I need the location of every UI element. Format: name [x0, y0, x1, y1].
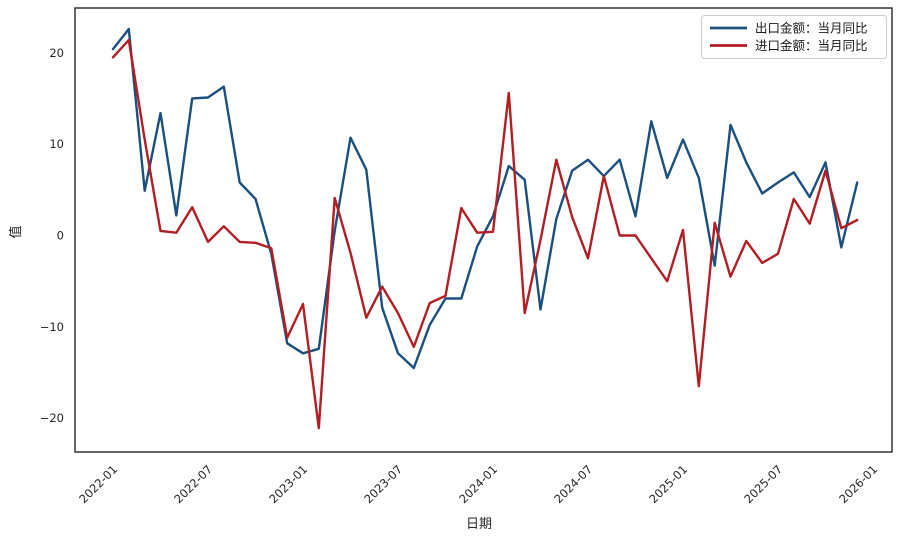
- y-tick-label: 0: [57, 228, 64, 242]
- y-tick-label: 10: [49, 137, 64, 151]
- plot-frame: [74, 7, 893, 453]
- x-axis-label: 日期: [466, 517, 492, 532]
- legend-box: [701, 15, 887, 59]
- legend-label-1: 进口金额：当月同比: [755, 38, 868, 53]
- x-tick-label: 2025-01: [646, 462, 690, 506]
- y-tick-label: −10: [40, 320, 64, 334]
- x-tick-label: 2022-07: [171, 462, 215, 506]
- x-tick-label: 2022-01: [76, 462, 120, 506]
- series-line-1: [111, 38, 859, 430]
- x-tick-label: 2024-07: [551, 462, 595, 506]
- x-tick-label: 2023-01: [266, 462, 310, 506]
- y-tick-label: −20: [40, 411, 64, 425]
- y-axis-label: 值: [8, 225, 24, 238]
- x-tick-label: 2023-07: [361, 462, 405, 506]
- series-line-0: [111, 27, 859, 370]
- x-tick-label: 2024-01: [456, 462, 500, 506]
- x-tick-label: 2025-07: [741, 462, 785, 506]
- x-tick-label: 2026-01: [836, 462, 880, 506]
- legend-label-0: 出口金额：当月同比: [755, 20, 868, 35]
- y-tick-label: 20: [49, 46, 64, 60]
